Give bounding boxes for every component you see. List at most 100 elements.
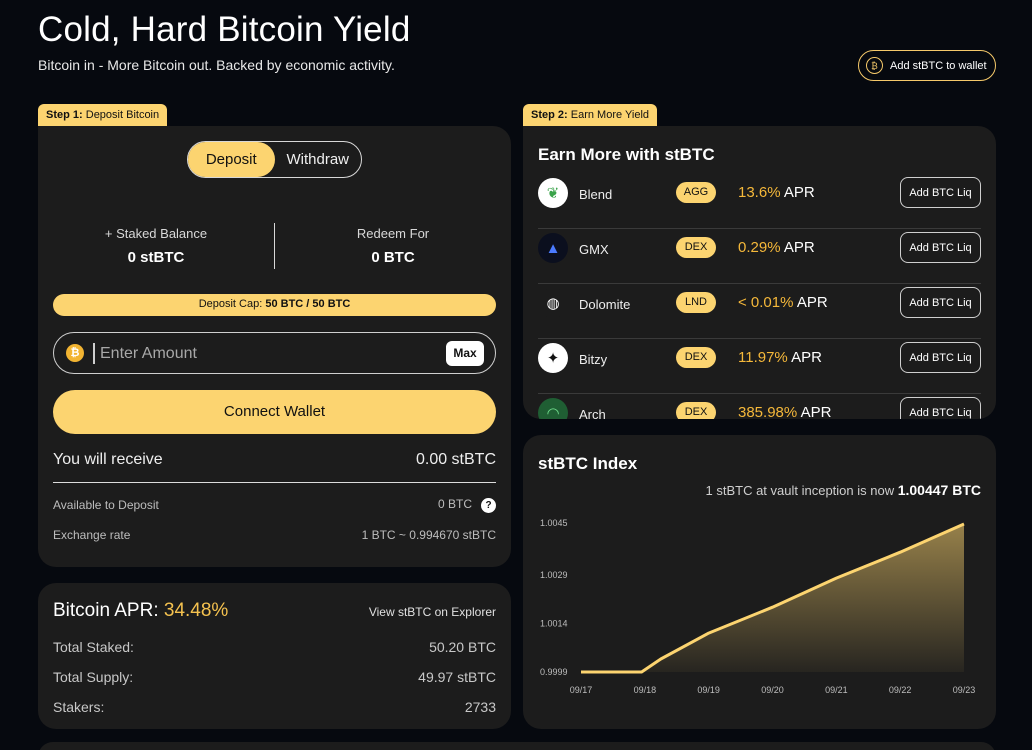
x-tick-label: 09/22 xyxy=(889,685,912,695)
deposit-card: Deposit Withdraw + Staked Balance 0 stBT… xyxy=(38,126,511,567)
total-staked-value: 50.20 BTC xyxy=(429,639,496,655)
available-value-wrap: 0 BTC? xyxy=(438,497,496,513)
bitcoin-icon: ₿ xyxy=(66,344,84,362)
receive-value: 0.00 stBTC xyxy=(415,451,496,468)
redeem-value: 0 BTC xyxy=(371,249,415,266)
protocol-type-badge: LND xyxy=(676,292,716,313)
stakers-row: Stakers: 2733 xyxy=(53,699,496,715)
protocol-apr-value: 11.97% xyxy=(738,349,788,366)
deposit-cap-label: Deposit Cap: xyxy=(198,298,263,310)
text-caret xyxy=(93,343,95,364)
redeem-label: Redeem For xyxy=(356,226,430,241)
exchange-rate-value: 1 BTC ~ 0.994670 stBTC xyxy=(361,528,496,542)
add-stbtc-to-wallet-button[interactable]: ₿ Add stBTC to wallet xyxy=(858,50,996,81)
protocol-apr: 0.29% APR xyxy=(738,239,848,256)
help-icon[interactable]: ? xyxy=(481,498,496,513)
index-area xyxy=(581,524,964,672)
available-row: Available to Deposit 0 BTC? xyxy=(53,497,496,513)
staked-balance-value: 0 stBTC xyxy=(127,249,185,266)
deposit-cap-bar: Deposit Cap: 50 BTC / 50 BTC xyxy=(53,294,496,316)
arch-icon: ◠ xyxy=(538,398,568,419)
gmx-icon: ▲ xyxy=(538,233,568,263)
staked-balance-label: + Staked Balance xyxy=(104,226,208,241)
bitcoin-apr: Bitcoin APR: 34.48% xyxy=(53,600,228,622)
protocol-name: Blend xyxy=(579,187,613,202)
deposit-withdraw-toggle: Deposit Withdraw xyxy=(187,141,362,178)
receive-row: You will receive 0.00 stBTC xyxy=(53,451,496,469)
x-tick-label: 09/18 xyxy=(634,685,657,695)
redeem-for: Redeem For 0 BTC xyxy=(275,226,511,266)
dolomite-icon: ◍ xyxy=(538,288,568,318)
protocol-list: ❦ Blend AGG 13.6% APR Add BTC Liq ▲ GMX DEX 0.29… xyxy=(523,171,996,419)
protocol-row-blend: ❦ Blend AGG 13.6% APR Add BTC Liq xyxy=(538,174,981,229)
divider xyxy=(53,482,496,483)
stakers-value: 2733 xyxy=(464,699,496,715)
x-tick-label: 09/23 xyxy=(953,685,976,695)
page-subtitle: Bitcoin in - More Bitcoin out. Backed by… xyxy=(38,57,395,73)
view-on-explorer-link[interactable]: View stBTC on Explorer xyxy=(368,605,496,619)
add-btc-liq-button[interactable]: Add BTC Liq xyxy=(900,177,981,208)
add-btc-liq-button[interactable]: Add BTC Liq xyxy=(900,232,981,263)
protocol-apr-value: 385.98% xyxy=(738,404,798,419)
total-supply-label: Total Supply: xyxy=(53,669,134,685)
total-supply-row: Total Supply: 49.97 stBTC xyxy=(53,669,496,685)
wallet-button-label: Add stBTC to wallet xyxy=(890,59,987,72)
bottom-card xyxy=(38,742,996,750)
apr-suffix: APR xyxy=(783,184,815,201)
index-note-value: 1.00447 BTC xyxy=(897,482,981,498)
x-tick-label: 09/19 xyxy=(697,685,720,695)
step2-prefix: Step 2: xyxy=(531,109,568,121)
add-btc-liq-button[interactable]: Add BTC Liq xyxy=(900,342,981,373)
protocol-type-badge: DEX xyxy=(676,237,716,258)
max-button[interactable]: Max xyxy=(446,341,484,366)
protocol-name: Dolomite xyxy=(579,297,631,312)
protocol-apr-value: < 0.01% xyxy=(738,294,794,311)
protocol-apr: 385.98% APR xyxy=(738,404,848,419)
step2-tag: Step 2: Earn More Yield xyxy=(523,104,658,128)
balance-divider xyxy=(274,223,275,269)
step1-tag: Step 1: Deposit Bitcoin xyxy=(38,104,168,128)
protocol-apr-value: 13.6% xyxy=(738,184,781,201)
stbtc-coin-icon: ₿ xyxy=(866,57,883,74)
index-title: stBTC Index xyxy=(538,454,638,473)
y-tick-label: 1.0014 xyxy=(540,618,568,628)
blend-icon: ❦ xyxy=(538,178,568,208)
amount-field: ₿ Max xyxy=(53,332,496,374)
earn-title: Earn More with stBTC xyxy=(538,145,715,164)
protocol-apr-value: 0.29% xyxy=(738,239,781,256)
protocol-row-bitzy: ✦ Bitzy DEX 11.97% APR Add BTC Liq xyxy=(538,339,981,394)
protocol-type-badge: DEX xyxy=(676,347,716,368)
connect-wallet-button[interactable]: Connect Wallet xyxy=(53,390,496,434)
step1-label: Deposit Bitcoin xyxy=(85,109,160,121)
tab-deposit[interactable]: Deposit xyxy=(188,142,275,177)
protocol-name: GMX xyxy=(579,242,609,257)
y-tick-label: 1.0045 xyxy=(540,518,568,528)
index-line xyxy=(581,522,965,674)
step2-label: Earn More Yield xyxy=(570,109,650,121)
protocol-name: Arch xyxy=(579,407,606,419)
protocol-row-dolomite: ◍ Dolomite LND < 0.01% APR Add BTC Liq xyxy=(538,284,981,339)
amount-input[interactable] xyxy=(100,340,430,367)
receive-label: You will receive xyxy=(53,451,163,468)
tab-withdraw[interactable]: Withdraw xyxy=(286,151,349,168)
earn-card: Earn More with stBTC ❦ Blend AGG 13.6% APR A… xyxy=(523,126,996,419)
total-staked-row: Total Staked: 50.20 BTC xyxy=(53,639,496,655)
protocol-name: Bitzy xyxy=(579,352,608,367)
protocol-row-arch: ◠ Arch DEX 385.98% APR Add BTC Liq xyxy=(538,394,981,419)
stakers-label: Stakers: xyxy=(53,699,105,715)
add-btc-liq-button[interactable]: Add BTC Liq xyxy=(900,287,981,318)
apr-suffix: APR xyxy=(791,349,822,366)
protocol-type-badge: DEX xyxy=(676,402,716,419)
page-title: Cold, Hard Bitcoin Yield xyxy=(38,10,411,49)
protocol-apr: 13.6% APR xyxy=(738,184,848,201)
y-tick-label: 0.9999 xyxy=(540,667,568,677)
total-staked-label: Total Staked: xyxy=(53,639,134,655)
exchange-rate-label: Exchange rate xyxy=(53,528,131,542)
bitcoin-apr-value: 34.48% xyxy=(163,600,229,621)
add-btc-liq-button[interactable]: Add BTC Liq xyxy=(900,397,981,419)
protocol-row-gmx: ▲ GMX DEX 0.29% APR Add BTC Liq xyxy=(538,229,981,284)
bitcoin-apr-label: Bitcoin APR: xyxy=(53,600,159,621)
protocol-apr: < 0.01% APR xyxy=(738,294,848,311)
index-note: 1 stBTC at vault inception is now 1.0044… xyxy=(706,482,982,498)
stbtc-index-chart: 0.9999 1.0014 1.0029 1.0045 09/17 09/18 09/19 0… xyxy=(540,518,976,695)
